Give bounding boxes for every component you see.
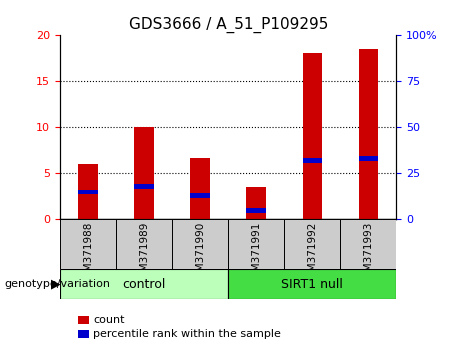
Text: SIRT1 null: SIRT1 null: [281, 278, 343, 291]
Text: GSM371990: GSM371990: [195, 222, 205, 285]
Text: genotype/variation: genotype/variation: [5, 279, 111, 289]
Bar: [284, 219, 340, 269]
Bar: [190, 158, 210, 219]
Bar: [228, 269, 396, 299]
Bar: [302, 53, 322, 219]
Bar: [134, 184, 154, 189]
Bar: [302, 158, 322, 163]
Bar: [134, 126, 154, 219]
Text: GSM371993: GSM371993: [363, 222, 373, 285]
Text: GSM371991: GSM371991: [251, 222, 261, 285]
Bar: [247, 187, 266, 219]
Text: control: control: [122, 278, 166, 291]
Bar: [60, 219, 116, 269]
Text: count: count: [93, 315, 124, 325]
Text: GSM371989: GSM371989: [139, 222, 149, 285]
Bar: [116, 219, 172, 269]
Text: percentile rank within the sample: percentile rank within the sample: [93, 329, 281, 339]
Bar: [359, 156, 378, 161]
Bar: [359, 49, 378, 219]
Bar: [190, 193, 210, 198]
Bar: [78, 164, 98, 219]
Bar: [340, 219, 396, 269]
Bar: [60, 269, 228, 299]
Title: GDS3666 / A_51_P109295: GDS3666 / A_51_P109295: [129, 16, 328, 33]
Bar: [78, 189, 98, 194]
Bar: [172, 219, 228, 269]
Text: GSM371988: GSM371988: [83, 222, 93, 285]
Bar: [228, 219, 284, 269]
Text: ▶: ▶: [52, 278, 61, 291]
Text: GSM371992: GSM371992: [307, 222, 317, 285]
Bar: [247, 208, 266, 212]
